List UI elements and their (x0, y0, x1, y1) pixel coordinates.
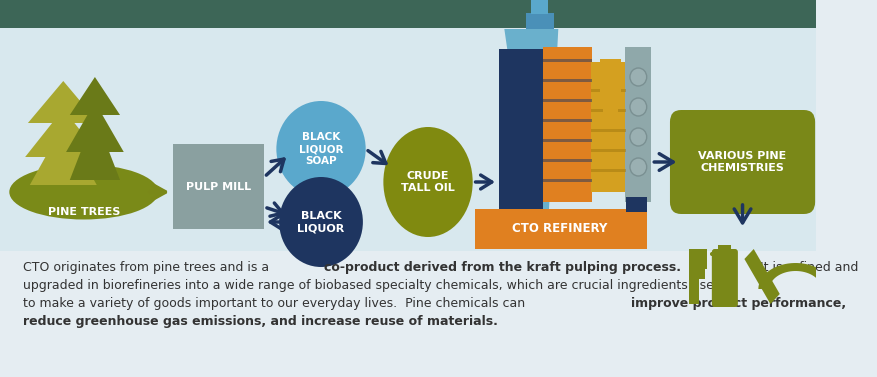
Text: BLACK
LIQUOR
SOAP: BLACK LIQUOR SOAP (299, 132, 343, 166)
Text: VARIOUS PINE
CHEMISTRIES: VARIOUS PINE CHEMISTRIES (698, 151, 787, 173)
Circle shape (630, 68, 646, 86)
Polygon shape (28, 81, 98, 123)
FancyBboxPatch shape (670, 110, 815, 214)
Bar (626, 197, 646, 212)
Text: PINE TREES: PINE TREES (47, 207, 120, 217)
Bar (625, 47, 652, 202)
Polygon shape (25, 109, 102, 157)
Bar (718, 245, 731, 251)
Bar (474, 209, 646, 249)
Text: PULP MILL: PULP MILL (186, 182, 251, 192)
Text: CTO REFINERY: CTO REFINERY (512, 222, 608, 236)
Bar (591, 89, 626, 92)
Text: upgraded in biorefineries into a wide range of biobased specialty chemicals, whi: upgraded in biorefineries into a wide ra… (24, 279, 722, 292)
Bar (531, 0, 548, 14)
Text: co-product derived from the kraft pulping process.: co-product derived from the kraft pulpin… (324, 261, 681, 274)
Polygon shape (504, 29, 559, 209)
Bar (60, 167, 68, 185)
Text: improve product performance,: improve product performance, (631, 297, 846, 310)
Text: reduce greenhouse gas emissions, and increase reuse of materials.: reduce greenhouse gas emissions, and inc… (24, 315, 498, 328)
Circle shape (279, 177, 363, 267)
Circle shape (630, 128, 646, 146)
Text: CTO originates from pine trees and is a: CTO originates from pine trees and is a (24, 261, 274, 274)
Polygon shape (66, 102, 124, 152)
Bar (544, 47, 592, 202)
Circle shape (717, 249, 720, 253)
Text: It is refined and: It is refined and (752, 261, 859, 274)
Ellipse shape (10, 164, 158, 219)
Bar (525, 13, 553, 29)
Bar (603, 104, 618, 112)
Bar (0, 28, 816, 251)
Bar (544, 139, 592, 142)
Bar (591, 109, 626, 112)
Bar (544, 79, 592, 82)
Bar (600, 59, 621, 107)
Bar (173, 144, 264, 229)
Polygon shape (759, 263, 833, 289)
Circle shape (630, 158, 646, 176)
Text: BLACK
LIQUOR: BLACK LIQUOR (297, 211, 345, 233)
Circle shape (276, 101, 366, 197)
Polygon shape (30, 125, 96, 185)
Bar (591, 169, 626, 172)
Bar (544, 159, 592, 162)
Bar (544, 179, 592, 182)
Bar (91, 160, 98, 180)
Polygon shape (745, 249, 780, 304)
Bar (544, 59, 592, 62)
Ellipse shape (383, 127, 473, 237)
Polygon shape (688, 249, 707, 304)
Bar (499, 49, 544, 209)
Bar (0, 251, 816, 377)
Bar (591, 149, 626, 152)
Bar (0, 0, 816, 28)
Circle shape (630, 98, 646, 116)
Bar (544, 119, 592, 122)
Polygon shape (70, 115, 120, 180)
Circle shape (710, 252, 714, 256)
Text: CRUDE
TALL OIL: CRUDE TALL OIL (401, 171, 455, 193)
Text: to make a variety of goods important to our everyday lives.  Pine chemicals can: to make a variety of goods important to … (24, 297, 530, 310)
Bar (591, 62, 626, 192)
Bar (591, 129, 626, 132)
Bar (544, 99, 592, 102)
Circle shape (715, 259, 718, 263)
FancyBboxPatch shape (712, 249, 738, 307)
Polygon shape (70, 77, 120, 115)
